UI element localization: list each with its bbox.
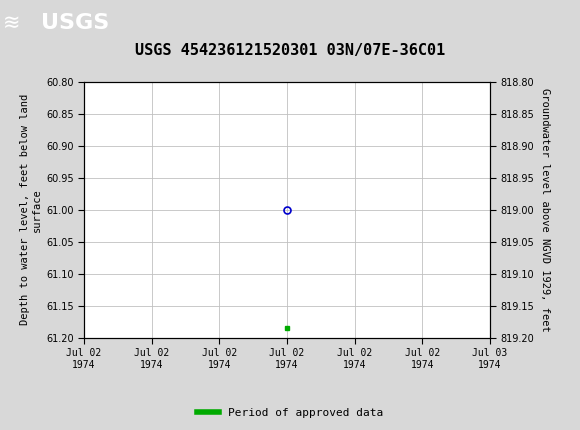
Text: ≋: ≋ <box>3 13 27 34</box>
Legend: Period of approved data: Period of approved data <box>193 403 387 422</box>
Text: USGS 454236121520301 03N/07E-36C01: USGS 454236121520301 03N/07E-36C01 <box>135 43 445 58</box>
Text: USGS: USGS <box>41 13 109 34</box>
Y-axis label: Groundwater level above NGVD 1929, feet: Groundwater level above NGVD 1929, feet <box>540 88 550 332</box>
Y-axis label: Depth to water level, feet below land
surface: Depth to water level, feet below land su… <box>20 94 42 325</box>
